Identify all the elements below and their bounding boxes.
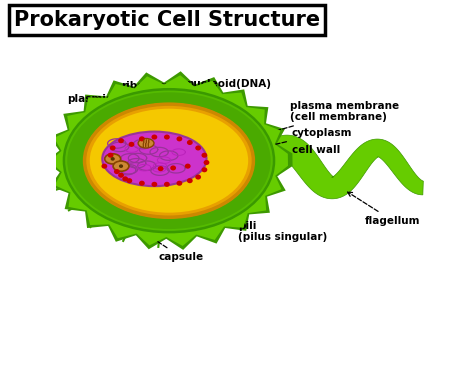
Circle shape xyxy=(176,181,182,186)
Text: capsule: capsule xyxy=(143,232,204,262)
Circle shape xyxy=(201,153,207,158)
Circle shape xyxy=(127,178,132,183)
Circle shape xyxy=(128,142,134,147)
Text: plasma membrane
(cell membrane): plasma membrane (cell membrane) xyxy=(219,101,399,148)
Circle shape xyxy=(119,164,123,168)
Ellipse shape xyxy=(102,132,207,186)
Ellipse shape xyxy=(113,161,129,171)
Circle shape xyxy=(118,173,124,178)
Text: plasmids: plasmids xyxy=(67,94,119,158)
Circle shape xyxy=(110,157,115,161)
Circle shape xyxy=(152,182,157,187)
Circle shape xyxy=(201,167,207,172)
Circle shape xyxy=(185,164,191,169)
Circle shape xyxy=(170,165,176,170)
Text: mesosome: mesosome xyxy=(136,97,199,144)
Circle shape xyxy=(195,145,201,150)
Polygon shape xyxy=(251,135,423,199)
Text: nucleoid(DNA): nucleoid(DNA) xyxy=(174,79,271,141)
Text: Prokaryotic Cell Structure: Prokaryotic Cell Structure xyxy=(14,10,320,30)
Circle shape xyxy=(108,153,114,158)
Circle shape xyxy=(110,145,116,150)
Ellipse shape xyxy=(65,91,273,231)
Circle shape xyxy=(139,136,145,141)
Circle shape xyxy=(187,178,193,183)
Circle shape xyxy=(118,138,124,143)
Circle shape xyxy=(195,174,201,180)
Circle shape xyxy=(158,166,164,171)
Circle shape xyxy=(176,136,182,141)
Ellipse shape xyxy=(138,138,154,148)
Circle shape xyxy=(203,160,210,165)
Text: flagellum: flagellum xyxy=(347,192,420,226)
Circle shape xyxy=(187,140,193,145)
Text: pili
(pilus singular): pili (pilus singular) xyxy=(190,219,327,242)
Circle shape xyxy=(164,182,170,187)
Ellipse shape xyxy=(90,109,248,213)
Circle shape xyxy=(101,164,107,169)
Circle shape xyxy=(122,176,128,181)
Text: cell wall: cell wall xyxy=(234,145,340,167)
Circle shape xyxy=(139,181,145,186)
Polygon shape xyxy=(50,75,288,246)
Text: ribosomes: ribosomes xyxy=(121,81,182,137)
Ellipse shape xyxy=(63,88,275,233)
Text: cytoplasm: cytoplasm xyxy=(217,128,353,159)
Circle shape xyxy=(114,169,120,174)
Polygon shape xyxy=(45,71,292,250)
Ellipse shape xyxy=(86,105,252,216)
Circle shape xyxy=(164,135,170,139)
Ellipse shape xyxy=(105,154,120,164)
Circle shape xyxy=(152,135,157,139)
Ellipse shape xyxy=(67,92,271,229)
